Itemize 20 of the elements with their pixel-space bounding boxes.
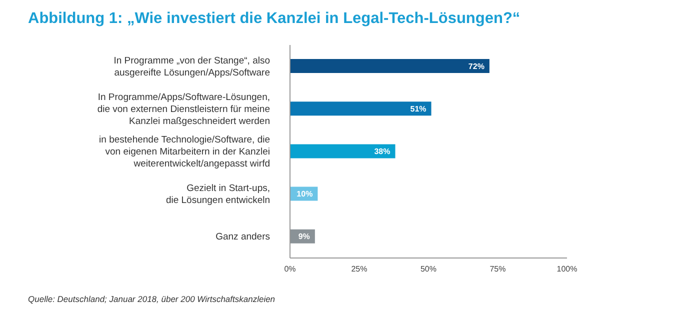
y-tick-label: Gezielt in Start-ups, die Lösungen entwickeln — [166, 182, 270, 206]
bar — [290, 59, 490, 73]
y-tick-label: In Programme/Apps/Software-Lösungen, die von externen Dienstleistern für meine Kanzlei maßgeschneidert werden — [97, 91, 270, 126]
x-tick-label: 25% — [351, 264, 368, 274]
chart-title: Abbildung 1: „Wie investiert die Kanzlei in Legal-Tech-Lösungen?“ — [28, 10, 520, 28]
y-tick-label: Ganz anders — [216, 231, 270, 242]
x-tick-label: 0% — [284, 264, 296, 274]
x-tick-label: 75% — [490, 264, 506, 274]
source-note: Quelle: Deutschland; Januar 2018, über 200 Wirtschaftskanzleien — [28, 294, 276, 304]
data-label: 38% — [374, 147, 390, 156]
bar — [290, 144, 396, 158]
y-tick-label: In Programme „von der Stange“, also ausgereifte Lösungen/Apps/Software — [114, 54, 270, 78]
y-tick-label: in bestehende Technologie/Software, die von eigenen Mitarbeitern in der Kanzlei weiterentwickelt/angepasst wirfd — [99, 134, 270, 170]
x-tick-label: 50% — [420, 264, 437, 274]
bar — [290, 102, 432, 116]
data-label: 9% — [298, 232, 310, 242]
data-label: 10% — [296, 190, 313, 199]
data-label: 72% — [468, 62, 484, 71]
x-tick-label: 100% — [556, 264, 578, 274]
data-label: 51% — [410, 104, 426, 114]
